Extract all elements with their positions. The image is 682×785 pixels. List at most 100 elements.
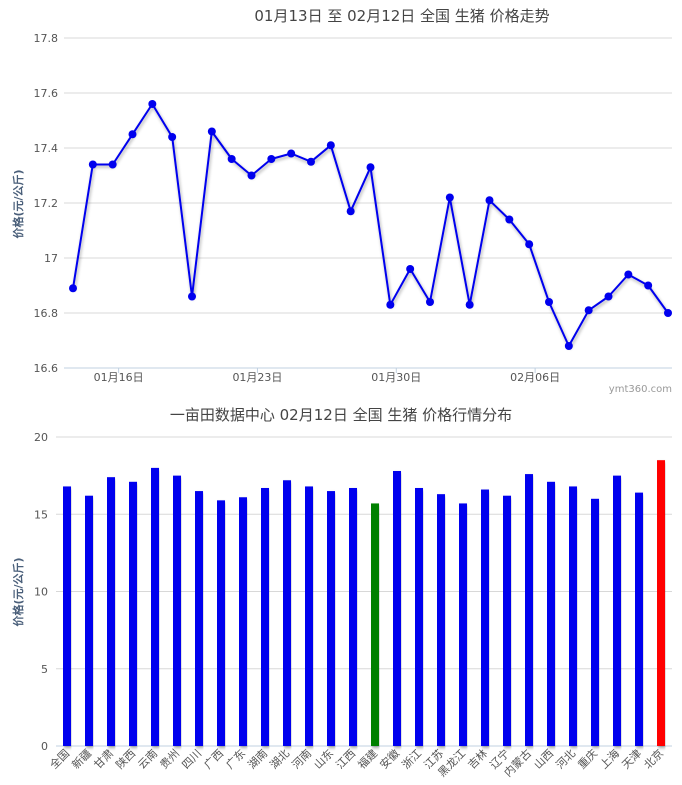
bar[interactable] (261, 487, 269, 746)
bar[interactable] (613, 475, 621, 746)
bar-y-tick-label: 20 (34, 431, 48, 444)
line-data-point[interactable] (88, 160, 97, 169)
line-data-point[interactable] (604, 292, 613, 301)
chart-credit: ymt360.com (609, 384, 672, 395)
line-data-point[interactable] (287, 149, 296, 158)
line-data-point[interactable] (247, 171, 256, 180)
bar-category-label: 山西 (531, 747, 556, 772)
line-y-tick-label: 17.6 (34, 87, 59, 100)
bar-category-label: 浙江 (399, 747, 424, 772)
line-data-point[interactable] (69, 284, 77, 293)
bar-category-label: 甘肃 (91, 747, 116, 772)
bar-category-label: 上海 (597, 746, 622, 771)
bar[interactable] (327, 491, 335, 746)
line-data-point[interactable] (644, 281, 653, 290)
line-data-point[interactable] (426, 298, 434, 306)
bar[interactable] (371, 503, 379, 746)
line-y-tick-label: 16.8 (34, 307, 59, 320)
line-chart-series (69, 100, 672, 350)
line-data-point[interactable] (584, 306, 593, 315)
line-y-tick-label: 17.8 (34, 32, 59, 45)
bar[interactable] (547, 481, 555, 746)
line-y-tick-label: 16.6 (34, 362, 59, 375)
bar-chart-gridlines (56, 436, 672, 747)
bar-y-tick-label: 15 (34, 508, 48, 521)
line-data-point[interactable] (664, 309, 672, 317)
line-chart: 01月13日 至 02月12日 全国 生猪 价格走势 16.6 16.8 17 17.… (11, 7, 672, 395)
line-data-point[interactable] (148, 100, 157, 108)
bar-category-label: 安徽 (377, 746, 402, 771)
bar[interactable] (437, 494, 445, 746)
line-data-point[interactable] (465, 300, 474, 309)
line-data-point[interactable] (188, 292, 196, 301)
line-data-point[interactable] (545, 298, 553, 306)
line-data-point[interactable] (128, 130, 137, 139)
bar-category-label: 天津 (619, 747, 644, 772)
bar[interactable] (591, 498, 599, 746)
line-data-point[interactable] (207, 127, 216, 136)
line-data-point[interactable] (227, 155, 236, 163)
bar[interactable] (393, 470, 401, 746)
line-data-point[interactable] (505, 215, 514, 224)
bar-category-label: 江西 (333, 747, 358, 772)
line-x-tick-label: 02月06日 (510, 371, 560, 384)
line-y-tick-label: 17 (44, 252, 58, 265)
bar-category-label: 山东 (311, 747, 336, 772)
bar-chart-y-axis-label: 价格(元/公斤) (11, 557, 25, 626)
line-chart-y-axis-label: 价格(元/公斤) (11, 169, 25, 238)
line-data-point[interactable] (267, 155, 276, 163)
bar[interactable] (635, 492, 643, 746)
bar-chart: 一亩田数据中心 02月12日 全国 生猪 价格行情分布 0 5 10 15 20 价格(… (11, 406, 672, 779)
bar[interactable] (459, 503, 467, 746)
bar[interactable] (85, 495, 93, 746)
line-data-point[interactable] (108, 160, 117, 169)
line-data-point[interactable] (485, 196, 494, 205)
line-data-point[interactable] (624, 270, 633, 279)
bar-category-label: 四川 (179, 747, 204, 772)
line-data-point[interactable] (445, 193, 454, 202)
bar[interactable] (349, 487, 357, 746)
bar[interactable] (503, 495, 511, 746)
bar[interactable] (305, 486, 313, 746)
bar[interactable] (569, 486, 577, 746)
line-y-tick-label: 17.2 (34, 197, 59, 210)
bar[interactable] (657, 460, 665, 746)
bar[interactable] (195, 491, 203, 746)
bar-y-tick-label: 0 (41, 740, 48, 753)
bar-category-label: 全国 (47, 746, 72, 771)
line-data-point[interactable] (346, 207, 355, 216)
bar[interactable] (63, 486, 71, 746)
bar-category-label: 云南 (135, 747, 160, 772)
bar-category-label: 河北 (553, 747, 578, 772)
bar[interactable] (415, 487, 423, 746)
line-chart-x-ticks: 01月16日 01月23日 01月30日 02月06日 (94, 368, 560, 384)
line-data-point[interactable] (168, 133, 177, 141)
bar[interactable] (151, 467, 159, 746)
bar-category-label: 湖北 (267, 747, 292, 772)
line-data-point[interactable] (326, 141, 335, 150)
bar-category-label: 陕西 (113, 746, 138, 771)
bar-category-label: 新疆 (69, 746, 94, 771)
bar[interactable] (173, 475, 181, 746)
bar-category-label: 贵州 (157, 747, 182, 772)
bar-category-label: 北京 (641, 746, 666, 771)
line-x-tick-label: 01月23日 (232, 371, 282, 384)
bar[interactable] (283, 480, 291, 746)
line-data-point[interactable] (307, 157, 315, 166)
bar[interactable] (107, 477, 115, 746)
bar[interactable] (217, 500, 225, 746)
line-y-tick-label: 17.4 (34, 142, 59, 155)
line-data-point[interactable] (366, 163, 375, 172)
bar[interactable] (129, 481, 137, 746)
line-data-point[interactable] (386, 300, 395, 309)
line-data-point[interactable] (525, 240, 534, 249)
line-data-point[interactable] (406, 265, 415, 273)
line-data-point[interactable] (564, 342, 573, 350)
bar-category-label: 重庆 (575, 746, 600, 771)
line-x-tick-label: 01月16日 (94, 371, 144, 384)
bar[interactable] (525, 474, 533, 746)
bar[interactable] (239, 497, 247, 746)
bar-chart-title: 一亩田数据中心 02月12日 全国 生猪 价格行情分布 (170, 406, 512, 424)
bar[interactable] (481, 489, 489, 746)
